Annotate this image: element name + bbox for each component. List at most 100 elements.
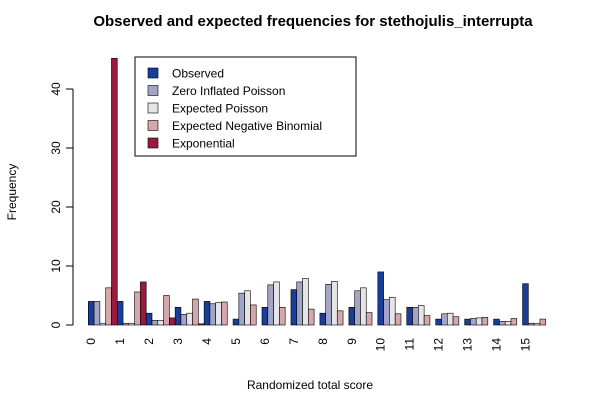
y-tick-label: 40 bbox=[49, 82, 63, 96]
x-tick-label: 4 bbox=[200, 338, 214, 345]
x-tick-label: 1 bbox=[113, 338, 127, 345]
legend-swatch bbox=[147, 137, 159, 149]
bar-expected-negative-binomial-11 bbox=[423, 315, 431, 326]
bar-zero-inflated-poisson-5 bbox=[238, 292, 245, 326]
legend-label: Expected Negative Binomial bbox=[172, 119, 322, 133]
bar-observed-9 bbox=[348, 306, 355, 326]
bar-observed-1 bbox=[116, 301, 124, 326]
y-tick-label: 10 bbox=[49, 259, 63, 273]
bar-expected-poisson-1 bbox=[128, 322, 135, 326]
bar-observed-5 bbox=[232, 318, 240, 326]
bar-observed-13 bbox=[464, 318, 471, 326]
y-axis: 0 10 20 30 40 bbox=[49, 82, 74, 328]
x-tick-label: 13 bbox=[461, 338, 475, 352]
bar-expected-poisson-13 bbox=[475, 317, 483, 326]
y-tick-label: 0 bbox=[49, 321, 63, 328]
bar-exponential-3 bbox=[198, 323, 205, 326]
bar-expected-negative-binomial-4 bbox=[221, 301, 228, 326]
bar-expected-negative-binomial-7 bbox=[308, 308, 315, 326]
bar-zero-inflated-poisson-13 bbox=[470, 318, 477, 326]
bar-expected-negative-binomial-0 bbox=[105, 287, 112, 326]
bar-observed-6 bbox=[261, 306, 269, 326]
bar-expected-poisson-4 bbox=[215, 302, 222, 326]
legend: Observed Zero Inflated Poisson Expected Po… bbox=[134, 56, 357, 157]
bar-expected-poisson-2 bbox=[157, 319, 164, 326]
bar-zero-inflated-poisson-0 bbox=[93, 301, 101, 326]
bar-expected-negative-binomial-5 bbox=[250, 304, 257, 326]
bar-observed-14 bbox=[493, 318, 500, 326]
legend-label: Zero Inflated Poisson bbox=[172, 84, 285, 98]
bar-observed-12 bbox=[435, 318, 442, 326]
bar-zero-inflated-poisson-10 bbox=[383, 299, 390, 326]
bar-observed-4 bbox=[203, 301, 211, 326]
bar-expected-poisson-10 bbox=[389, 296, 396, 326]
x-tick-label: 11 bbox=[403, 338, 417, 351]
bar-zero-inflated-poisson-14 bbox=[499, 321, 506, 326]
x-tick-label: 2 bbox=[142, 338, 156, 345]
bar-exponential-0 bbox=[111, 58, 118, 326]
bar-expected-negative-binomial-13 bbox=[481, 317, 489, 326]
chart-title: Observed and expected frequencies for st… bbox=[93, 13, 533, 30]
bar-observed-2 bbox=[145, 312, 153, 326]
legend-box bbox=[134, 56, 357, 157]
bar-expected-negative-binomial-3 bbox=[192, 298, 199, 326]
y-axis-label: Frequency bbox=[5, 164, 19, 221]
bar-zero-inflated-poisson-15 bbox=[528, 322, 535, 326]
bar-expected-poisson-9 bbox=[360, 287, 367, 326]
bar-zero-inflated-poisson-7 bbox=[296, 281, 303, 326]
bar-expected-negative-binomial-1 bbox=[134, 291, 141, 326]
y-tick-label: 30 bbox=[49, 141, 63, 155]
legend-swatch bbox=[147, 120, 159, 131]
x-tick-label: 14 bbox=[490, 338, 504, 352]
x-tick-label: 6 bbox=[258, 338, 272, 345]
bar-zero-inflated-poisson-6 bbox=[267, 284, 274, 326]
legend-label: Expected Poisson bbox=[172, 102, 268, 116]
bar-expected-poisson-14 bbox=[504, 321, 512, 326]
bar-zero-inflated-poisson-11 bbox=[412, 306, 419, 326]
bar-expected-poisson-8 bbox=[331, 281, 338, 326]
bar-zero-inflated-poisson-4 bbox=[209, 303, 216, 326]
x-tick-label: 0 bbox=[84, 338, 98, 345]
bar-expected-negative-binomial-10 bbox=[394, 313, 402, 326]
x-axis-label: Randomized total score bbox=[247, 378, 373, 392]
bar-zero-inflated-poisson-3 bbox=[180, 314, 188, 326]
bar-zero-inflated-poisson-8 bbox=[325, 283, 332, 326]
bar-expected-poisson-3 bbox=[186, 312, 193, 326]
bar-zero-inflated-poisson-1 bbox=[122, 322, 130, 326]
bar-expected-negative-binomial-2 bbox=[163, 295, 170, 326]
legend-swatch bbox=[147, 85, 159, 96]
bar-expected-poisson-7 bbox=[302, 278, 309, 326]
bars-group bbox=[88, 58, 547, 326]
bar-expected-negative-binomial-12 bbox=[452, 316, 460, 326]
x-tick-label: 10 bbox=[374, 338, 388, 352]
bar-expected-negative-binomial-6 bbox=[279, 306, 286, 326]
bar-exponential-1 bbox=[140, 281, 147, 326]
bar-expected-poisson-15 bbox=[533, 322, 541, 326]
bar-expected-poisson-5 bbox=[244, 290, 251, 326]
bar-observed-8 bbox=[319, 312, 326, 326]
x-tick-label: 9 bbox=[345, 338, 359, 345]
legend-label: Exponential bbox=[172, 137, 235, 151]
legend-swatch bbox=[147, 102, 159, 114]
bar-expected-negative-binomial-8 bbox=[336, 310, 344, 326]
x-tick-label: 5 bbox=[229, 338, 243, 345]
legend-swatch bbox=[147, 67, 159, 79]
bar-observed-15 bbox=[522, 283, 529, 326]
bar-zero-inflated-poisson-9 bbox=[354, 290, 361, 326]
bar-expected-negative-binomial-15 bbox=[539, 318, 547, 326]
bar-expected-poisson-11 bbox=[418, 305, 425, 326]
bar-observed-7 bbox=[290, 289, 298, 326]
bar-observed-0 bbox=[88, 301, 95, 326]
y-tick-label: 20 bbox=[49, 200, 63, 214]
x-axis: 0 1 2 3 4 5 6 7 8 9 10 11 12 13 14 15 bbox=[84, 338, 532, 352]
legend-label: Observed bbox=[172, 67, 224, 81]
bar-expected-poisson-6 bbox=[273, 281, 280, 326]
bar-zero-inflated-poisson-12 bbox=[441, 313, 448, 326]
bar-expected-negative-binomial-14 bbox=[510, 318, 518, 326]
bar-expected-poisson-12 bbox=[446, 312, 454, 326]
bar-expected-negative-binomial-9 bbox=[365, 312, 373, 326]
bar-zero-inflated-poisson-2 bbox=[151, 319, 159, 326]
bar-expected-poisson-0 bbox=[99, 322, 106, 326]
bar-observed-10 bbox=[377, 271, 384, 326]
